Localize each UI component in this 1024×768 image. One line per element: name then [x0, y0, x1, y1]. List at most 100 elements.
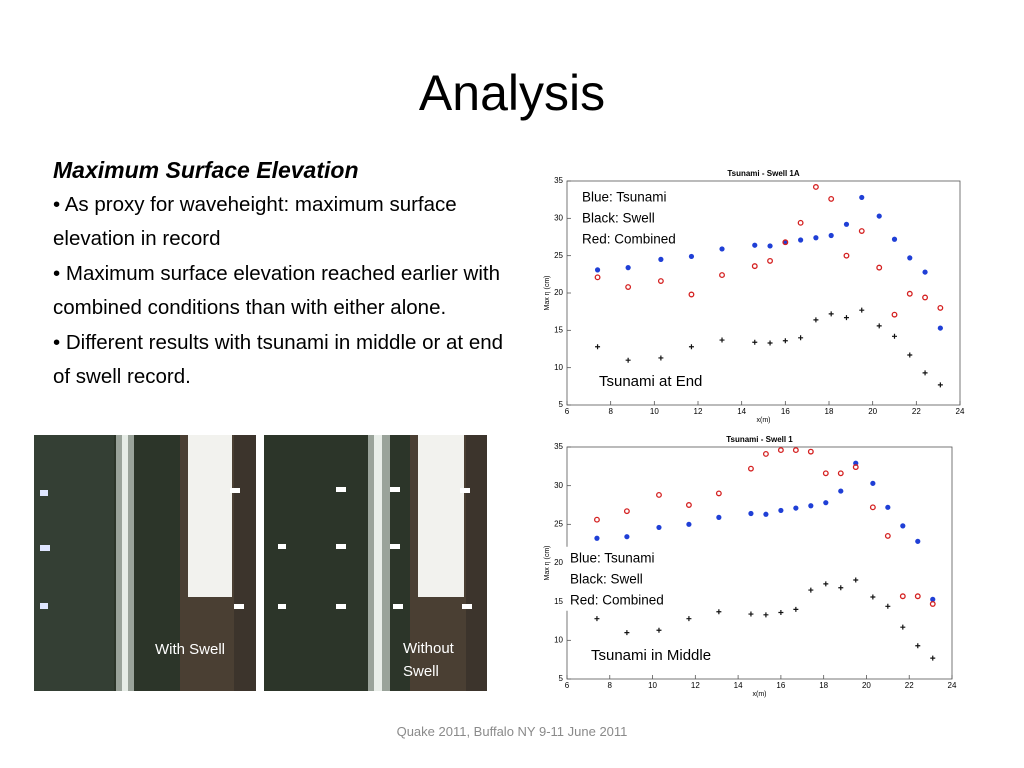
y-tick-label: 10: [554, 635, 563, 644]
annotation: Tsunami in Middle: [591, 647, 711, 664]
point: [808, 503, 814, 509]
point: [915, 643, 921, 649]
point: [884, 532, 891, 539]
point: [625, 284, 632, 290]
bullet: • Maximum surface elevation reached earl…: [53, 261, 500, 320]
point: [763, 612, 769, 618]
chart: Tsunami - Swell 1 6 8 10 12 14 16 18 20 22 24 5 10 15…: [544, 435, 957, 698]
point: [812, 184, 819, 190]
x-tick-label: 16: [776, 681, 785, 690]
y-tick-label: 35: [554, 176, 563, 185]
point: [828, 232, 834, 239]
point: [751, 263, 758, 270]
point: [808, 587, 814, 593]
point: [838, 488, 844, 494]
x-tick-label: 8: [608, 681, 613, 690]
y-tick-label: 5: [559, 674, 564, 683]
point: [937, 304, 944, 311]
point: [716, 514, 722, 520]
point: [876, 213, 882, 219]
point: [658, 355, 664, 361]
x-tick-label: 16: [781, 407, 790, 416]
point: [719, 246, 725, 252]
point: [762, 451, 769, 457]
y-tick-label: 5: [559, 400, 564, 409]
y-tick-label: 10: [554, 363, 563, 372]
point: [915, 538, 921, 544]
photo-caption: Without Swell: [403, 640, 454, 680]
point: [922, 269, 928, 275]
point: [853, 577, 859, 583]
point: [752, 339, 758, 345]
point: [870, 480, 876, 486]
point: [594, 616, 600, 622]
point: [837, 470, 844, 477]
annotation: Tsunami at End: [599, 373, 702, 390]
point: [594, 267, 601, 273]
point: [777, 447, 784, 454]
x-tick-label: 10: [648, 681, 657, 690]
heading: Maximum Surface Elevation: [53, 157, 359, 183]
point: [813, 235, 819, 241]
point: [823, 500, 829, 506]
point: [688, 291, 695, 298]
point: [767, 243, 773, 249]
point: [876, 323, 882, 329]
point: [922, 370, 928, 376]
y-tick-label: 20: [554, 288, 563, 297]
point: [778, 609, 784, 615]
text-body: Maximum Surface Elevation • As proxy for…: [53, 153, 513, 395]
point: [892, 333, 897, 339]
y-tick-label: 15: [554, 597, 563, 606]
point: [843, 252, 850, 259]
point: [656, 491, 662, 498]
point: [686, 521, 692, 527]
point: [885, 603, 891, 609]
legend-entry: Blue: Tsunami: [582, 190, 667, 205]
x-tick-label: 24: [948, 681, 957, 690]
point: [688, 253, 695, 260]
point: [594, 274, 601, 281]
x-tick-label: 14: [734, 681, 743, 690]
slide-title: Analysis: [418, 65, 606, 121]
point: [900, 624, 906, 630]
point: [852, 464, 859, 471]
point: [914, 593, 921, 600]
point: [929, 601, 936, 607]
point: [843, 221, 850, 227]
y-tick-label: 25: [554, 251, 563, 260]
x-tick-label: 10: [650, 407, 659, 416]
point: [688, 344, 694, 350]
point: [922, 294, 929, 301]
point: [798, 237, 804, 243]
y-tick-label: 20: [554, 558, 563, 567]
point: [930, 655, 936, 661]
point: [748, 611, 754, 617]
point: [937, 325, 943, 331]
annotation-box: [595, 369, 755, 393]
point: [900, 523, 906, 529]
x-tick-label: 22: [905, 681, 914, 690]
point: [869, 504, 876, 511]
point: [899, 593, 906, 600]
point: [685, 502, 692, 508]
point: [715, 490, 722, 497]
x-tick-label: 18: [825, 407, 834, 416]
x-tick-label: 14: [737, 407, 746, 416]
legend-entry: Black: Swell: [570, 571, 643, 586]
point: [763, 511, 769, 517]
point: [930, 596, 936, 602]
point: [859, 194, 865, 201]
point: [778, 507, 784, 514]
point: [937, 382, 943, 388]
photo-with-swell: [34, 435, 256, 691]
x-tick-label: 6: [565, 681, 570, 690]
point: [748, 510, 754, 517]
point: [798, 335, 804, 341]
photo-caption: With Swell: [155, 641, 226, 658]
point: [822, 470, 829, 477]
x-tick-label: 20: [862, 681, 871, 690]
point: [859, 307, 865, 313]
point: [625, 357, 631, 363]
